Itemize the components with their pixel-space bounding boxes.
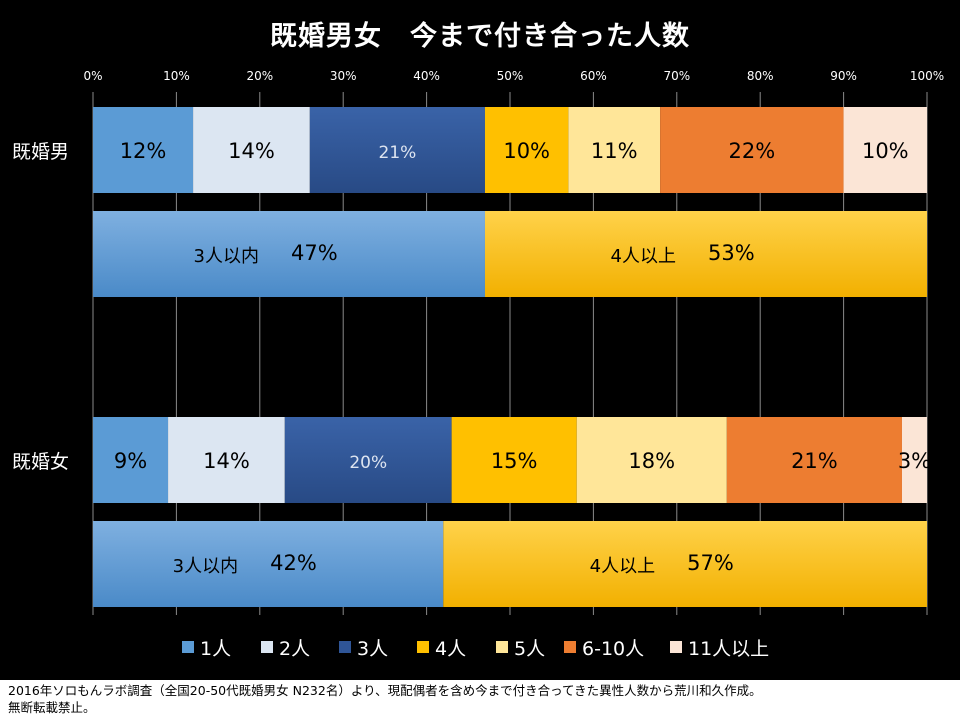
bar-segment xyxy=(93,521,444,607)
bar-segment xyxy=(576,417,727,503)
data-label: 20% xyxy=(349,453,387,473)
bar-segment xyxy=(93,211,485,297)
bar-segment xyxy=(168,417,285,503)
data-label: 10% xyxy=(503,139,550,163)
data-label: 14% xyxy=(228,139,275,163)
data-label: 42% xyxy=(270,551,317,575)
data-label: 22% xyxy=(729,139,776,163)
chart-title: 既婚男女 今まで付き合った人数 xyxy=(270,21,690,52)
bar-segment xyxy=(568,107,661,193)
data-label: 21% xyxy=(379,143,417,163)
data-label: 57% xyxy=(687,551,734,575)
bar-segment xyxy=(284,417,452,503)
source-note-line-2: 無断転載禁止。 xyxy=(8,700,96,715)
data-label: 9% xyxy=(114,449,147,473)
x-tick-label: 10% xyxy=(163,69,190,83)
bar-segment xyxy=(443,521,927,607)
legend-label: 5人 xyxy=(514,638,545,660)
legend-label: 11人以上 xyxy=(688,638,769,660)
bar-segment xyxy=(93,107,194,193)
source-note-line-1: 2016年ソロもんラボ調査（全国20-50代既婚男女 N232名）より、現配偶者… xyxy=(8,683,762,698)
source-note: 2016年ソロもんラボ調査（全国20-50代既婚男女 N232名）より、現配偶者… xyxy=(0,680,960,720)
x-tick-label: 20% xyxy=(246,69,273,83)
x-tick-label: 60% xyxy=(580,69,607,83)
x-tick-label: 40% xyxy=(413,69,440,83)
legend-label: 6-10人 xyxy=(582,638,644,660)
data-label: 15% xyxy=(491,449,538,473)
summary-label: 4人以上 xyxy=(611,246,676,267)
x-tick-label: 0% xyxy=(83,69,102,83)
x-tick-label: 80% xyxy=(747,69,774,83)
bar-segment xyxy=(193,107,310,193)
x-tick-label: 100% xyxy=(910,69,944,83)
legend-swatch xyxy=(417,641,429,653)
data-label: 11% xyxy=(591,139,638,163)
legend-label: 4人 xyxy=(435,638,466,660)
summary-label: 4人以上 xyxy=(590,556,655,577)
legend-swatch xyxy=(670,641,682,653)
legend-swatch xyxy=(339,641,351,653)
data-label: 53% xyxy=(708,241,755,265)
bar-segment xyxy=(484,211,927,297)
bar-segment xyxy=(726,417,902,503)
legend-label: 3人 xyxy=(357,638,388,660)
x-tick-label: 50% xyxy=(497,69,524,83)
bar-segment xyxy=(484,107,569,193)
data-label: 47% xyxy=(291,241,338,265)
data-label: 21% xyxy=(791,449,838,473)
data-label: 14% xyxy=(203,449,250,473)
data-label: 10% xyxy=(862,139,909,163)
x-tick-label: 90% xyxy=(830,69,857,83)
x-tick-label: 70% xyxy=(663,69,690,83)
bar-segment xyxy=(93,417,169,503)
bar-segment xyxy=(451,417,577,503)
bar-segment xyxy=(309,107,485,193)
legend-label: 2人 xyxy=(279,638,310,660)
bar-segment xyxy=(660,107,844,193)
category-label: 既婚男 xyxy=(12,141,69,163)
legend-swatch xyxy=(261,641,273,653)
legend-swatch xyxy=(496,641,508,653)
category-label: 既婚女 xyxy=(12,451,69,473)
data-label: 3% xyxy=(898,449,931,473)
data-label: 18% xyxy=(628,449,675,473)
legend-swatch xyxy=(182,641,194,653)
bar-segment xyxy=(901,417,927,503)
bar-segment xyxy=(843,107,927,193)
summary-label: 3人以内 xyxy=(173,556,238,577)
legend-label: 1人 xyxy=(200,638,231,660)
stacked-bar-chart: 0% 10% 20% 30% 40% 50% 60% 70% 80% 90% 100% 既婚男 12% 1… xyxy=(12,69,944,660)
legend-swatch xyxy=(564,641,576,653)
data-label: 12% xyxy=(120,139,167,163)
x-tick-label: 30% xyxy=(330,69,357,83)
summary-label: 3人以内 xyxy=(194,246,259,267)
